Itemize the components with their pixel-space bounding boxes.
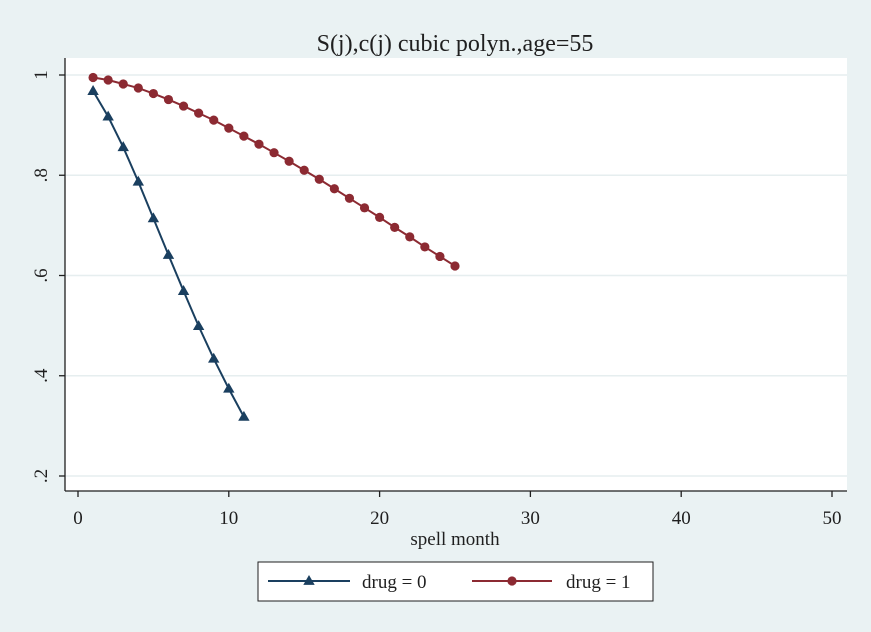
plot-area [65, 58, 847, 491]
x-tick-label-2: 20 [370, 508, 389, 529]
series-1-point-12 [269, 148, 279, 158]
series-1-point-1 [103, 75, 113, 85]
series-layer [87, 72, 460, 421]
series-1-point-22 [420, 242, 430, 252]
x-tick-label-3: 30 [521, 508, 540, 529]
chart-title: S(j),c(j) cubic polyn.,age=55 [317, 31, 594, 57]
x-tick-label-1: 10 [219, 508, 238, 529]
series-1-point-7 [194, 108, 204, 118]
y-tick-label-0: .2 [31, 469, 52, 483]
series-1-point-18 [359, 203, 370, 213]
legend: drug = 0 drug = 1 [257, 561, 654, 602]
series-1-point-4 [148, 88, 158, 99]
legend-label-1: drug = 1 [566, 572, 631, 593]
series-0-point-9 [223, 382, 235, 393]
legend-label-0: drug = 0 [362, 572, 427, 593]
series-0-point-2 [117, 141, 129, 152]
legend-marker-0 [303, 575, 315, 585]
series-0-point-6 [177, 285, 190, 295]
series-1-point-13 [284, 156, 294, 166]
axes: .2.4.6.810 10 20 30 40 50 [31, 58, 847, 529]
series-0-point-0 [87, 85, 99, 95]
series-0-point-1 [102, 110, 114, 121]
series-1 [88, 72, 460, 271]
series-1-point-5 [163, 94, 174, 105]
series-0-point-5 [162, 248, 175, 259]
y-tick-label-2: .6 [31, 268, 52, 282]
series-1-point-20 [390, 222, 400, 232]
series-1-point-15 [314, 174, 324, 184]
series-1-point-3 [133, 83, 143, 93]
x-tick-label-0: 0 [73, 508, 83, 529]
legend-marker-1 [507, 576, 517, 586]
series-1-point-17 [344, 193, 355, 203]
series-1-point-16 [329, 184, 339, 194]
y-tick-label-3: .8 [31, 168, 52, 182]
x-tick-label-4: 40 [672, 508, 691, 529]
series-1-point-8 [209, 115, 219, 125]
y-tick-label-1: .4 [31, 368, 52, 383]
series-1-point-6 [178, 101, 189, 111]
series-0-point-7 [192, 320, 205, 331]
series-0-point-3 [132, 175, 145, 186]
series-0-point-8 [208, 352, 220, 363]
series-1-point-0 [88, 72, 98, 83]
series-1-point-2 [118, 79, 128, 89]
series-1-point-23 [435, 251, 445, 262]
gridlines [65, 74, 847, 477]
series-1-point-24 [450, 261, 460, 271]
series-1-point-19 [375, 212, 385, 222]
x-axis-title: spell month [410, 529, 500, 550]
series-0 [87, 85, 250, 421]
series-0-point-10 [238, 410, 250, 421]
series-1-point-14 [299, 165, 309, 175]
series-1-point-11 [254, 139, 264, 149]
series-0-point-4 [147, 212, 160, 223]
series-1-point-9 [224, 123, 234, 133]
series-1-point-10 [239, 131, 249, 141]
series-1-point-21 [405, 232, 415, 242]
x-tick-label-5: 50 [823, 508, 842, 529]
y-tick-label-4: 1 [31, 70, 52, 80]
